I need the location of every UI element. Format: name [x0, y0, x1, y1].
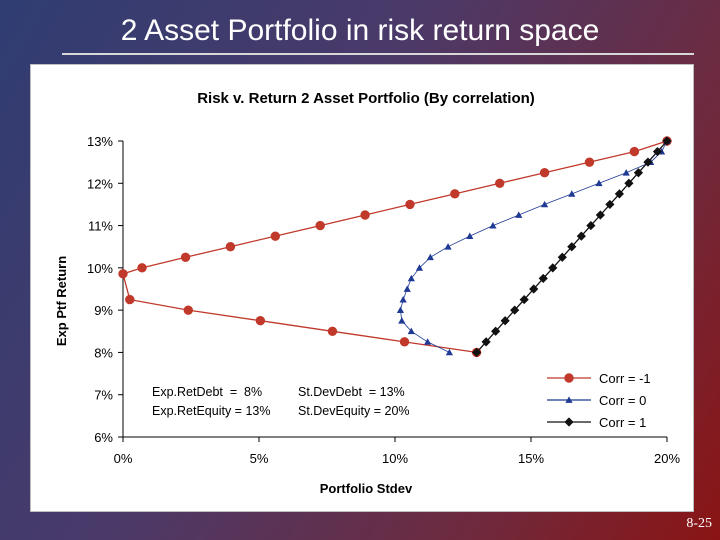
data-point: [643, 157, 653, 167]
y-tick-label: 7%: [94, 388, 113, 403]
data-point: [424, 338, 432, 345]
series-corr-0: [396, 137, 671, 356]
data-point: [614, 189, 624, 199]
title-divider: [62, 53, 694, 55]
data-point: [629, 146, 640, 157]
legend-label: Corr = -1: [599, 371, 651, 386]
data-point: [450, 189, 460, 199]
data-point: [576, 231, 586, 241]
series-layer: [118, 136, 672, 358]
data-point: [183, 305, 193, 315]
x-tick-label: 10%: [382, 451, 408, 466]
data-point: [466, 232, 474, 240]
x-axis-label: Portfolio Stdev: [320, 481, 413, 496]
data-point: [399, 337, 410, 347]
annotation-exp-ret-equity: Exp.RetEquity = 13%: [152, 404, 270, 418]
data-point: [396, 306, 405, 314]
legend-item: Corr = -1: [547, 371, 651, 386]
data-point: [444, 243, 452, 250]
data-point: [327, 326, 338, 336]
data-point: [399, 295, 407, 303]
data-point: [595, 210, 605, 220]
y-tick-label: 10%: [87, 261, 113, 276]
axes: 6% 7% 8% 9% 10% 11% 12% 13% 0% 5% 10% 15% 20%: [87, 134, 680, 466]
data-point: [360, 210, 370, 220]
data-point: [398, 317, 406, 324]
legend-swatch-marker: [564, 417, 574, 427]
legend: Corr = -1 Corr = 0 Corr = 1: [547, 371, 651, 430]
data-point: [586, 220, 596, 231]
legend-item: Corr = 1: [547, 415, 646, 430]
y-tick-label: 6%: [94, 430, 113, 445]
data-point: [662, 136, 672, 146]
chart-frame: Risk v. Return 2 Asset Portfolio (By cor…: [30, 64, 694, 512]
data-point: [225, 242, 236, 252]
data-point: [426, 253, 434, 261]
data-point: [118, 269, 128, 279]
data-point: [595, 179, 603, 187]
legend-swatch-marker: [564, 373, 574, 383]
y-tick-label: 11%: [88, 219, 113, 234]
legend-label: Corr = 0: [599, 393, 646, 408]
data-point: [541, 200, 549, 208]
data-point: [415, 264, 424, 271]
y-axis-label: Exp Ptf Return: [54, 256, 69, 346]
data-point: [315, 220, 325, 231]
data-point: [515, 211, 523, 218]
data-point: [481, 337, 491, 347]
data-point: [584, 157, 595, 167]
y-tick-label: 8%: [94, 345, 113, 360]
data-point: [180, 252, 191, 262]
x-tick-label: 20%: [654, 451, 680, 466]
data-point: [255, 316, 266, 326]
data-point: [491, 326, 501, 336]
data-point: [407, 327, 415, 335]
data-point: [489, 221, 497, 229]
data-point: [405, 199, 415, 210]
data-point: [270, 231, 281, 241]
data-point: [500, 316, 510, 326]
data-point: [125, 294, 135, 305]
legend-item: Corr = 0: [547, 393, 646, 408]
data-point: [137, 263, 147, 273]
risk-return-chart: Risk v. Return 2 Asset Portfolio (By cor…: [54, 90, 680, 496]
data-point: [622, 169, 630, 176]
annotation-exp-ret-debt: Exp.RetDebt = 8%: [152, 385, 262, 399]
y-tick-label: 9%: [94, 303, 113, 318]
annotation-st-dev-debt: St.DevDebt = 13%: [298, 385, 405, 399]
data-point: [403, 285, 411, 292]
y-tick-label: 13%: [87, 134, 113, 149]
data-point: [624, 178, 634, 188]
data-point: [495, 178, 505, 188]
data-point: [407, 274, 415, 282]
data-point: [605, 199, 615, 210]
data-point: [567, 242, 577, 252]
slide-title: 2 Asset Portfolio in risk return space: [120, 14, 600, 47]
y-tick-label: 12%: [87, 176, 113, 191]
data-point: [633, 168, 644, 178]
legend-label: Corr = 1: [599, 415, 646, 430]
data-point: [445, 348, 453, 356]
parameter-annotations: Exp.RetDebt = 8% St.DevDebt = 13% Exp.Re…: [152, 385, 410, 418]
series-line: [122, 140, 668, 354]
x-tick-label: 5%: [250, 451, 269, 466]
data-point: [539, 168, 550, 178]
x-tick-label: 15%: [518, 451, 544, 466]
series-corr-1: [472, 136, 672, 358]
annotation-st-dev-equity: St.DevEquity = 20%: [298, 404, 410, 418]
chart-title: Risk v. Return 2 Asset Portfolio (By cor…: [197, 90, 535, 107]
x-tick-label: 0%: [114, 451, 133, 466]
legend-swatch-marker: [565, 396, 573, 403]
page-number: 8-25: [686, 516, 712, 531]
data-point: [568, 190, 576, 197]
data-point: [472, 347, 482, 358]
data-point: [529, 284, 539, 294]
series-corr-1: [118, 136, 672, 358]
